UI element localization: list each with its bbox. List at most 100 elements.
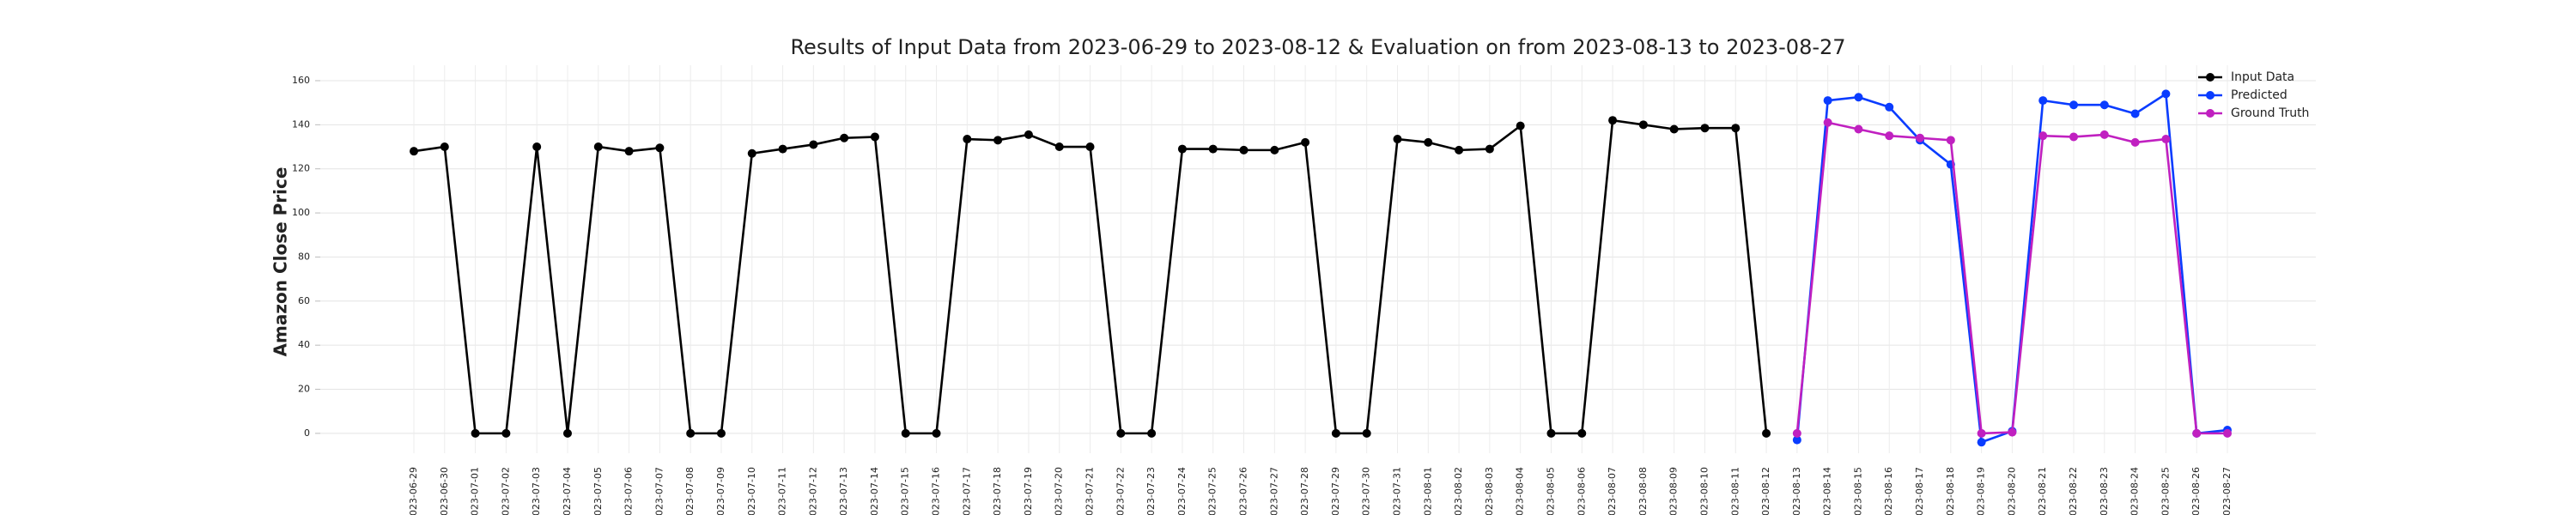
x-tick-label: 2023-07-17 xyxy=(961,467,972,515)
x-tick-label: 2023-06-29 xyxy=(408,467,419,515)
point xyxy=(932,428,941,438)
point xyxy=(1362,428,1371,438)
x-tick-label: 2023-07-16 xyxy=(931,467,942,515)
x-tick-label: 2023-08-04 xyxy=(1515,467,1526,515)
x-tick-label: 2023-08-02 xyxy=(1453,467,1464,515)
x-tick-label: 2023-07-20 xyxy=(1054,467,1065,515)
point xyxy=(624,147,634,156)
legend-marker xyxy=(2206,73,2215,82)
point xyxy=(778,144,787,154)
x-tick-label: 2023-08-18 xyxy=(1945,467,1956,515)
point xyxy=(870,132,879,142)
point xyxy=(809,140,818,149)
x-tick-label: 2023-07-23 xyxy=(1145,467,1157,515)
x-tick-label: 2023-08-11 xyxy=(1729,467,1741,515)
x-tick-label: 2023-07-31 xyxy=(1391,467,1402,515)
point xyxy=(1085,142,1095,152)
point xyxy=(1485,144,1494,154)
y-tick-label: 20 xyxy=(298,384,310,395)
point xyxy=(2069,132,2079,142)
y-tick-label: 40 xyxy=(298,339,310,350)
point xyxy=(440,142,449,152)
x-tick-label: 2023-07-24 xyxy=(1176,467,1188,515)
point xyxy=(1792,428,1801,438)
point xyxy=(1301,137,1310,147)
point xyxy=(1393,135,1402,144)
x-tick-label: 2023-07-08 xyxy=(684,467,696,515)
point xyxy=(1147,428,1157,438)
point xyxy=(1516,121,1525,130)
x-tick-label: 2023-07-05 xyxy=(592,467,604,515)
point xyxy=(1946,136,1955,145)
x-tick-label: 2023-08-20 xyxy=(2006,467,2017,515)
point xyxy=(562,428,572,438)
point xyxy=(2130,137,2140,147)
point xyxy=(1239,145,1249,154)
point xyxy=(1177,144,1187,154)
y-tick-label: 140 xyxy=(292,118,310,130)
x-tick-label: 2023-08-14 xyxy=(1822,467,1833,515)
point xyxy=(993,136,1003,145)
point xyxy=(1731,124,1741,133)
point xyxy=(2161,135,2171,144)
point xyxy=(963,135,972,144)
x-tick-label: 2023-07-28 xyxy=(1299,467,1310,515)
point xyxy=(501,428,511,438)
x-tick-label: 2023-07-25 xyxy=(1207,467,1218,515)
x-tick-label: 2023-07-03 xyxy=(531,467,542,515)
y-tick-label: 160 xyxy=(292,75,310,86)
point xyxy=(1885,102,1894,112)
x-tick-label: 2023-08-17 xyxy=(1914,467,1925,515)
point xyxy=(747,148,756,158)
x-tick-label: 2023-07-10 xyxy=(746,467,757,515)
x-tick-label: 2023-08-06 xyxy=(1576,467,1587,515)
point xyxy=(1823,96,1832,106)
x-tick-label: 2023-08-16 xyxy=(1883,467,1894,515)
x-tick-label: 2023-08-27 xyxy=(2221,467,2233,515)
point xyxy=(1270,145,1279,154)
point xyxy=(1208,144,1218,154)
x-tick-label: 2023-08-12 xyxy=(1760,467,1771,515)
y-tick-label: 120 xyxy=(292,163,310,174)
x-tick-label: 2023-07-04 xyxy=(562,467,573,515)
chart-title: Results of Input Data from 2023-06-29 to… xyxy=(790,35,1845,59)
x-tick-label: 2023-07-14 xyxy=(869,467,880,515)
y-tick-label: 80 xyxy=(298,251,310,262)
y-axis-label: Amazon Close Price xyxy=(270,167,291,357)
point xyxy=(2223,428,2232,438)
point xyxy=(2161,89,2171,99)
x-tick-label: 2023-08-08 xyxy=(1637,467,1649,515)
point xyxy=(1854,124,1863,134)
x-tick-label: 2023-07-26 xyxy=(1238,467,1249,515)
point xyxy=(2099,130,2109,139)
x-tick-label: 2023-08-22 xyxy=(2068,467,2079,515)
point xyxy=(2099,100,2109,110)
point xyxy=(1669,124,1679,134)
x-tick-label: 2023-08-03 xyxy=(1484,467,1495,515)
point xyxy=(2038,131,2048,141)
point xyxy=(1977,438,1986,447)
x-tick-label: 2023-07-09 xyxy=(715,467,726,515)
point xyxy=(1116,428,1126,438)
point xyxy=(716,428,726,438)
x-tick-label: 2023-07-29 xyxy=(1330,467,1341,515)
point xyxy=(1854,93,1863,102)
y-tick-label: 60 xyxy=(298,295,310,306)
point xyxy=(1977,428,1986,438)
point xyxy=(901,428,910,438)
point xyxy=(1546,428,1556,438)
legend-label: Predicted xyxy=(2231,88,2287,102)
point xyxy=(1638,120,1648,130)
point xyxy=(532,142,542,152)
x-tick-label: 2023-08-15 xyxy=(1852,467,1863,515)
x-tick-label: 2023-08-10 xyxy=(1698,467,1710,515)
point xyxy=(1762,428,1771,438)
point xyxy=(1455,145,1464,154)
point xyxy=(2069,100,2079,110)
x-tick-label: 2023-07-22 xyxy=(1115,467,1126,515)
x-tick-label: 2023-07-02 xyxy=(500,467,511,515)
x-tick-label: 2023-08-01 xyxy=(1422,467,1433,515)
point xyxy=(410,147,418,156)
point xyxy=(1054,142,1064,152)
x-tick-label: 2023-08-21 xyxy=(2037,467,2048,515)
